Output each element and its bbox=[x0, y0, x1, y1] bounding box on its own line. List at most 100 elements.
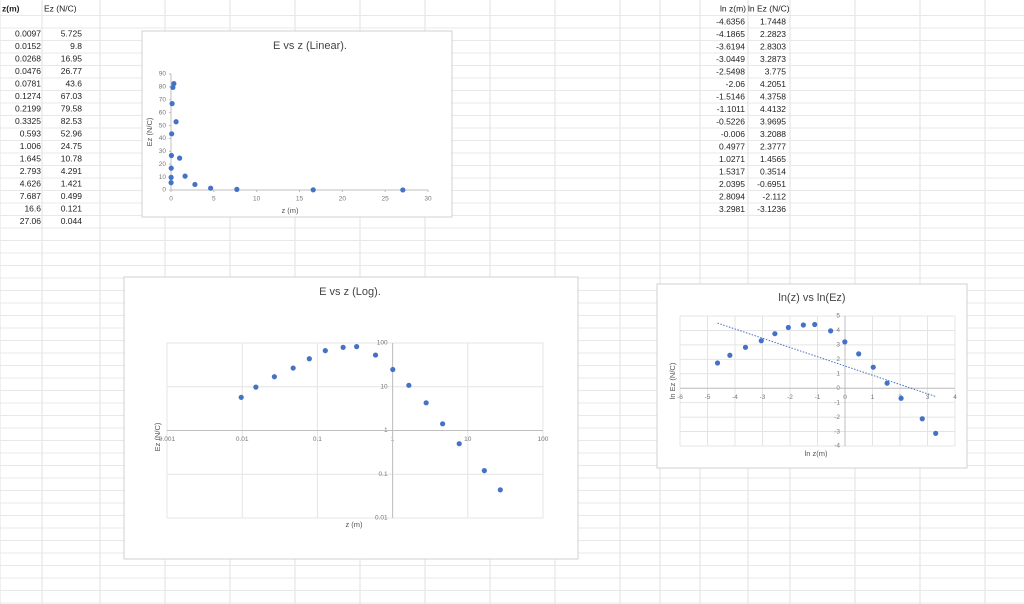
y-tick-label: 30 bbox=[159, 148, 167, 155]
cell: 9.8 bbox=[70, 41, 82, 51]
cell: 2.793 bbox=[20, 166, 42, 176]
y-tick-label: -3 bbox=[834, 428, 840, 435]
x-tick-label: 30 bbox=[424, 196, 432, 203]
data-point bbox=[758, 338, 764, 344]
y-tick-label: 70 bbox=[159, 96, 167, 103]
x-tick-label: 15 bbox=[296, 196, 304, 203]
data-point bbox=[253, 384, 259, 390]
chart-frame bbox=[656, 283, 968, 469]
cell: -1.5146 bbox=[716, 91, 745, 101]
data-point bbox=[828, 328, 834, 334]
data-point bbox=[842, 339, 848, 345]
x-tick-label: -1 bbox=[815, 394, 821, 401]
cell: 3.2088 bbox=[760, 129, 786, 139]
y-tick-label: 2 bbox=[836, 356, 840, 363]
data-point bbox=[400, 187, 406, 193]
cell: -0.5226 bbox=[716, 116, 745, 126]
y-tick-label: 1 bbox=[836, 370, 840, 377]
data-point bbox=[772, 331, 778, 337]
x-tick-label: 0.001 bbox=[159, 436, 176, 443]
data-point bbox=[423, 400, 429, 406]
cell: 3.9695 bbox=[760, 116, 786, 126]
cell: 27.06 bbox=[20, 216, 42, 226]
chart: E vs z (Log).0.0010.010.11101000.010.111… bbox=[123, 276, 579, 560]
cell: 1.645 bbox=[20, 153, 42, 163]
chart-title: E vs z (Log). bbox=[319, 286, 381, 298]
cell: 10.78 bbox=[61, 153, 83, 163]
data-point bbox=[306, 356, 312, 362]
x-tick-label: 20 bbox=[339, 196, 347, 203]
cell: 4.3758 bbox=[760, 91, 786, 101]
chart: ln(z) vs ln(Ez)-6-5-4-3-2-101234-4-3-2-1… bbox=[656, 283, 968, 469]
y-axis-label: Ez (N/C) bbox=[153, 422, 162, 451]
data-point bbox=[785, 324, 791, 331]
y-tick-label: -1 bbox=[834, 399, 840, 406]
cell: 2.3777 bbox=[760, 141, 786, 151]
cell: -2.112 bbox=[763, 191, 787, 201]
column-header: ln Ez (N/C) bbox=[748, 3, 790, 13]
y-tick-label: -4 bbox=[834, 443, 840, 450]
cell: 0.1274 bbox=[15, 91, 41, 101]
data-point bbox=[310, 187, 316, 193]
y-tick-label: 10 bbox=[159, 174, 167, 181]
cell: 0.2199 bbox=[15, 103, 41, 113]
cell: -2.06 bbox=[726, 79, 746, 89]
cell: 0.0476 bbox=[15, 66, 41, 76]
data-point bbox=[497, 487, 503, 493]
y-axis-label: Ez (N/C) bbox=[145, 117, 154, 146]
data-point bbox=[456, 441, 462, 447]
cell: 52.96 bbox=[61, 128, 83, 138]
data-point bbox=[173, 119, 179, 125]
cell: 16.6 bbox=[24, 203, 41, 213]
x-tick-label: -6 bbox=[677, 394, 683, 401]
y-tick-label: 5 bbox=[836, 313, 840, 320]
x-tick-label: 0 bbox=[169, 196, 173, 203]
trendline bbox=[717, 322, 936, 397]
cell: 0.044 bbox=[61, 216, 83, 226]
cell: 1.4565 bbox=[760, 154, 786, 164]
column-header: z(m) bbox=[2, 3, 20, 13]
x-tick-label: 0.1 bbox=[313, 436, 322, 443]
column-header: Ez (N/C) bbox=[44, 3, 77, 13]
cell: -2.5498 bbox=[716, 66, 745, 76]
cell: 5.725 bbox=[61, 28, 83, 38]
y-tick-label: 0.1 bbox=[379, 471, 388, 478]
cell: -1.1011 bbox=[717, 104, 745, 114]
data-point bbox=[168, 152, 175, 159]
data-point bbox=[238, 394, 244, 400]
chart-title: ln(z) vs ln(Ez) bbox=[778, 292, 845, 304]
cell: 43.6 bbox=[65, 78, 82, 88]
data-point bbox=[870, 364, 876, 370]
data-point bbox=[168, 165, 174, 171]
data-point bbox=[169, 101, 175, 107]
cell: 4.626 bbox=[20, 178, 42, 188]
y-tick-label: 4 bbox=[836, 327, 840, 334]
cell: 0.593 bbox=[20, 128, 42, 138]
data-point bbox=[898, 395, 904, 401]
data-point bbox=[290, 365, 296, 371]
cell: -3.1236 bbox=[757, 204, 786, 214]
data-point bbox=[171, 81, 177, 87]
cell: 16.95 bbox=[61, 53, 83, 63]
data-point bbox=[372, 352, 379, 358]
cell: 0.0268 bbox=[15, 53, 41, 63]
cell: 7.687 bbox=[20, 191, 42, 201]
y-tick-label: 100 bbox=[377, 340, 388, 347]
cell: 1.5317 bbox=[719, 166, 745, 176]
data-point bbox=[742, 344, 749, 350]
cell: 1.006 bbox=[20, 141, 42, 151]
y-tick-label: 3 bbox=[836, 342, 840, 349]
cell: 2.0395 bbox=[719, 179, 745, 189]
cell: 0.3514 bbox=[760, 166, 786, 176]
data-point bbox=[340, 344, 346, 350]
chart: E vs z (Linear). 0 5 10 15 20 25 30 0 10 20 30 40 50 6… bbox=[141, 30, 453, 218]
cell: 4.2051 bbox=[760, 79, 786, 89]
data-point bbox=[322, 348, 328, 354]
x-tick-label: -4 bbox=[732, 394, 738, 401]
x-tick-label: 1 bbox=[871, 394, 875, 401]
x-tick-label: 100 bbox=[538, 436, 549, 443]
cell: 0.0152 bbox=[15, 41, 41, 51]
column-header: ln z(m) bbox=[720, 3, 746, 13]
cell: 24.75 bbox=[61, 141, 83, 151]
